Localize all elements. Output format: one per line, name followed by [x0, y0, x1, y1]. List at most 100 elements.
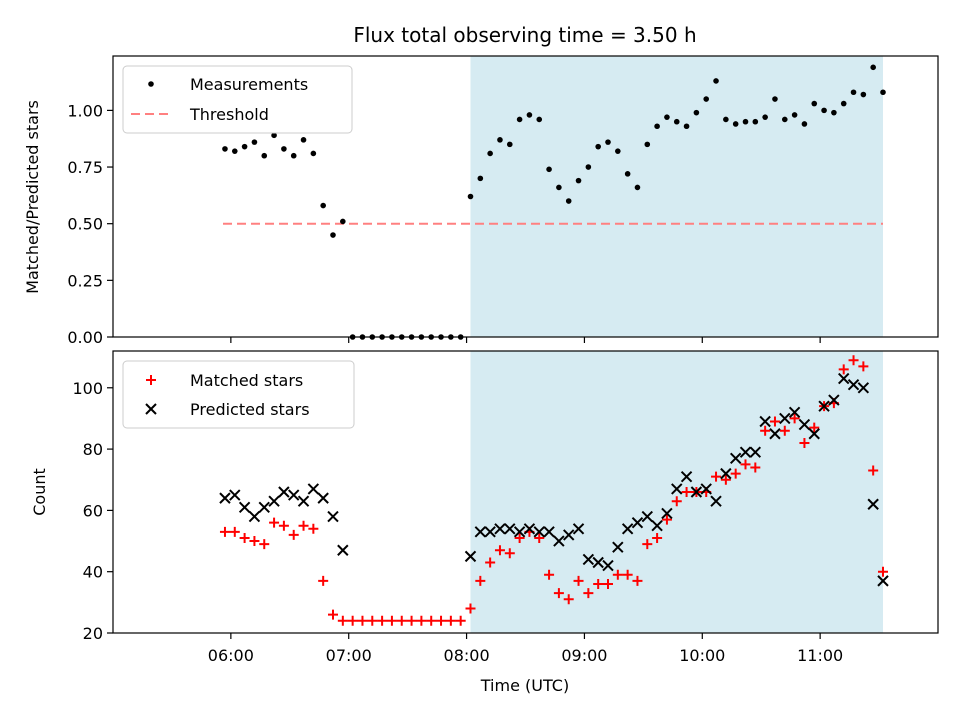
predicted-star-point: [808, 428, 820, 440]
matched-star-point: [347, 615, 358, 626]
measurement-point: [713, 78, 719, 84]
matched-star-point: [249, 536, 260, 547]
measurement-point: [477, 175, 484, 182]
measurement-point: [752, 118, 759, 125]
measurement-point: [673, 118, 680, 125]
bottom-observing-window: [470, 351, 883, 633]
measurement-point: [772, 96, 778, 102]
measurement-point: [801, 121, 808, 127]
matched-star-point: [269, 517, 280, 528]
predicted-star-point: [828, 394, 840, 406]
matched-star-point: [779, 425, 790, 436]
predicted-star-point: [612, 541, 624, 553]
predicted-star-point: [484, 526, 496, 538]
measurement-point: [880, 89, 886, 96]
legend-label-measurements: Measurements: [190, 75, 308, 94]
predicted-star-point: [710, 495, 722, 507]
matched-star-point: [416, 615, 427, 626]
predicted-star-point: [553, 535, 565, 547]
matched-star-point: [494, 545, 505, 556]
bottom-y-tick-label: 20: [83, 624, 103, 643]
predicted-star-point: [337, 544, 349, 556]
x-axis-label: Time (UTC): [480, 676, 569, 695]
predicted-star-point: [248, 510, 261, 523]
top-x-ticks: [230, 337, 821, 343]
measurement-point: [467, 193, 474, 200]
bottom-y-tick-label: 80: [83, 440, 103, 459]
predicted-star-point: [278, 486, 290, 498]
predicted-star-point: [847, 379, 860, 391]
top-panel: 0.00 0.25 0.50 0.75 1.00 Matched/Predicted s…: [23, 55, 939, 347]
matched-star-point: [219, 526, 230, 537]
measurement-point: [231, 148, 238, 154]
measurement-point: [320, 202, 326, 209]
bottom-y-axis-label: Count: [30, 468, 49, 516]
measurement-point: [222, 146, 228, 152]
top-y-ticks: 0.00 0.25 0.50 0.75 1.00: [67, 101, 113, 347]
matched-star-point: [730, 468, 741, 479]
matched-star-point: [760, 425, 771, 436]
measurement-point: [595, 143, 601, 150]
predicted-star-point: [769, 428, 781, 440]
predicted-star-point: [317, 492, 329, 504]
predicted-star-point: [533, 526, 545, 538]
predicted-star-point: [464, 550, 477, 563]
measurement-point: [781, 116, 788, 123]
predicted-star-point: [788, 406, 801, 419]
measurement-point: [644, 141, 651, 148]
predicted-star-point: [474, 526, 487, 538]
matched-star-point: [720, 474, 731, 485]
legend-marker-measurements: [148, 81, 154, 87]
predicted-star-point: [700, 483, 712, 495]
predicted-star-point: [651, 520, 663, 532]
measurement-point: [831, 109, 837, 116]
legend-label-matched: Matched stars: [190, 371, 303, 390]
measurement-point: [536, 116, 543, 123]
bottom-legend-box: [122, 360, 355, 429]
top-y-tick-label: 0.50: [67, 215, 103, 234]
measurement-point: [330, 232, 336, 238]
bottom-y-ticks: 20 40 60 80 100: [72, 379, 113, 643]
predicted-star-point: [690, 486, 703, 498]
matched-star-point: [475, 575, 486, 586]
measurement-point: [290, 152, 297, 159]
predicted-star-point: [838, 372, 850, 385]
predicted-star-point: [494, 523, 506, 535]
matched-star-point: [367, 615, 378, 626]
measurement-point: [742, 118, 749, 125]
x-tick-label: 09:00: [561, 646, 607, 665]
measurement-points: [222, 64, 886, 340]
bottom-y-tick-label: 100: [72, 379, 103, 398]
matched-star-point: [278, 520, 289, 531]
matched-star-point: [750, 462, 761, 473]
predicted-star-point: [877, 575, 889, 587]
matched-star-point: [593, 578, 604, 589]
matched-star-point: [563, 594, 574, 605]
measurement-point: [634, 184, 641, 191]
matched-star-point: [386, 615, 397, 626]
predicted-star-point: [680, 470, 693, 483]
matched-star-point: [681, 487, 692, 497]
predicted-star-point: [523, 523, 536, 535]
x-tick-label: 07:00: [326, 646, 372, 665]
measurement-point: [693, 109, 700, 116]
predicted-star-point: [729, 452, 742, 464]
top-legend-box: [122, 65, 353, 134]
x-tick-label: 11:00: [797, 646, 843, 665]
matched-star-point: [652, 532, 663, 543]
predicted-star-point: [229, 489, 241, 501]
legend-marker-predicted: [145, 403, 157, 415]
predicted-star-point: [297, 495, 310, 507]
matched-star-point: [229, 526, 240, 537]
predicted-star-point: [543, 526, 555, 538]
predicted-star-point: [621, 523, 634, 535]
measurement-point: [241, 143, 248, 150]
top-y-tick-label: 0.75: [67, 158, 103, 177]
predicted-star-point: [798, 418, 811, 431]
bottom-y-tick-label: 40: [83, 563, 103, 582]
predicted-star-point: [288, 489, 300, 501]
measurement-point: [762, 114, 768, 120]
top-observing-window: [470, 56, 883, 337]
matched-star-point: [328, 609, 338, 620]
